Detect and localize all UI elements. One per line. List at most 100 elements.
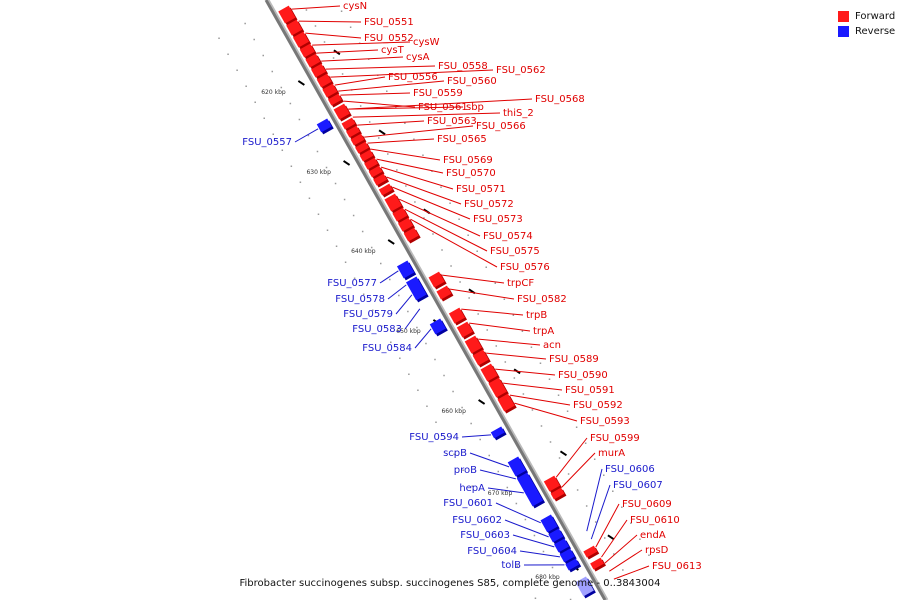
gene-label: FSU_0569 <box>443 155 493 166</box>
grid-dot <box>271 70 274 73</box>
gene-label: FSU_0560 <box>447 76 497 87</box>
grid-dot <box>603 537 606 539</box>
legend-reverse-label: Reverse <box>855 26 896 37</box>
grid-dot <box>431 170 433 172</box>
gene-label: FSU_0568 <box>535 94 585 105</box>
forward-gene <box>322 83 338 98</box>
leader-line <box>340 92 411 96</box>
grid-dot <box>450 265 452 267</box>
grid-dot <box>263 117 265 120</box>
grid-dot <box>459 281 461 283</box>
leader-line <box>334 76 386 86</box>
label-leaders <box>291 5 650 580</box>
gene-label: FSU_0578 <box>335 294 385 305</box>
grid-dot <box>290 165 293 168</box>
grid-dot <box>539 362 542 364</box>
forward-gene <box>543 475 560 492</box>
forward-gene <box>384 193 402 212</box>
forward-gene <box>590 557 604 570</box>
grid-dot <box>548 378 551 380</box>
grid-dot <box>334 182 337 185</box>
leader-line <box>348 98 533 110</box>
gene-label: FSU_0565 <box>437 134 487 145</box>
gene-label: rpsD <box>645 545 669 556</box>
grid-dot <box>576 489 579 491</box>
tick-dots <box>218 9 650 600</box>
leader-line <box>586 468 603 532</box>
gene-label: FSU_0594 <box>409 432 459 443</box>
leader-line <box>461 308 524 316</box>
grid-dot <box>314 25 317 27</box>
grid-dot <box>408 373 410 376</box>
leader-line <box>595 503 620 548</box>
leader-line <box>387 284 407 300</box>
grid-dot <box>254 101 256 104</box>
reverse-gene <box>490 426 505 439</box>
grid-dot <box>444 437 446 440</box>
forward-gene <box>480 363 498 382</box>
grid-dot <box>381 325 383 328</box>
grid-dot <box>471 485 473 488</box>
backbone-shadow <box>266 0 609 600</box>
grid-dot <box>272 133 275 136</box>
grid-dot <box>622 569 624 571</box>
gene-label: trpCF <box>507 278 534 289</box>
leader-line <box>504 519 549 538</box>
grid-dot <box>594 521 597 523</box>
legend: Forward Reverse <box>838 9 895 39</box>
grid-dot <box>380 262 382 265</box>
gene-blocks <box>278 5 606 599</box>
forward-gene <box>355 141 369 154</box>
grid-dot <box>503 298 506 300</box>
grid-dot <box>477 313 479 315</box>
forward-gene <box>364 157 378 170</box>
grid-dot <box>386 90 388 92</box>
forward-gene <box>583 545 598 558</box>
leader-line <box>376 158 444 174</box>
grid-dot <box>461 406 463 409</box>
leader-line <box>338 80 445 92</box>
grid-dot <box>218 37 220 40</box>
reverse-gene <box>575 576 594 597</box>
grid-dot <box>621 506 623 508</box>
forward-gene <box>448 307 465 324</box>
grid-dot <box>353 277 356 280</box>
grid-dot <box>567 473 570 475</box>
leader-line <box>348 106 464 110</box>
gene-label: FSU_0574 <box>483 231 533 242</box>
gene-label: FSU_0551 <box>364 17 414 28</box>
gene-label: trpB <box>526 310 547 321</box>
leader-line <box>410 218 498 268</box>
leader-line <box>609 549 643 572</box>
leader-line <box>503 382 563 391</box>
gene-label: FSU_0557 <box>242 137 292 148</box>
grid-dot <box>488 454 490 457</box>
grid-dot <box>569 598 572 600</box>
grid-dot <box>262 54 264 57</box>
grid-dot <box>417 389 419 392</box>
grid-dot <box>389 278 391 281</box>
grid-dot <box>507 549 510 552</box>
grid-dot <box>280 86 283 89</box>
grid-dot <box>551 566 554 569</box>
gene-label: murA <box>598 448 625 459</box>
tick-mark <box>559 450 568 457</box>
tick-label: 680 kbp <box>535 574 560 581</box>
forward-gene <box>472 349 489 366</box>
leader-line <box>325 65 436 70</box>
grid-dot <box>416 326 418 329</box>
reverse-gene <box>548 528 564 543</box>
leader-line <box>519 550 561 558</box>
tick-label: 620 kbp <box>261 89 286 96</box>
leader-line <box>442 274 505 284</box>
leader-line <box>357 120 425 126</box>
reverse-gene <box>554 538 570 553</box>
grid-dot <box>362 293 365 296</box>
forward-gene <box>278 5 296 24</box>
grid-dot <box>422 154 424 156</box>
grid-dot <box>443 374 445 377</box>
grid-dot <box>407 310 409 313</box>
gene-label: FSU_0593 <box>580 416 630 427</box>
reverse-gene <box>559 548 575 563</box>
